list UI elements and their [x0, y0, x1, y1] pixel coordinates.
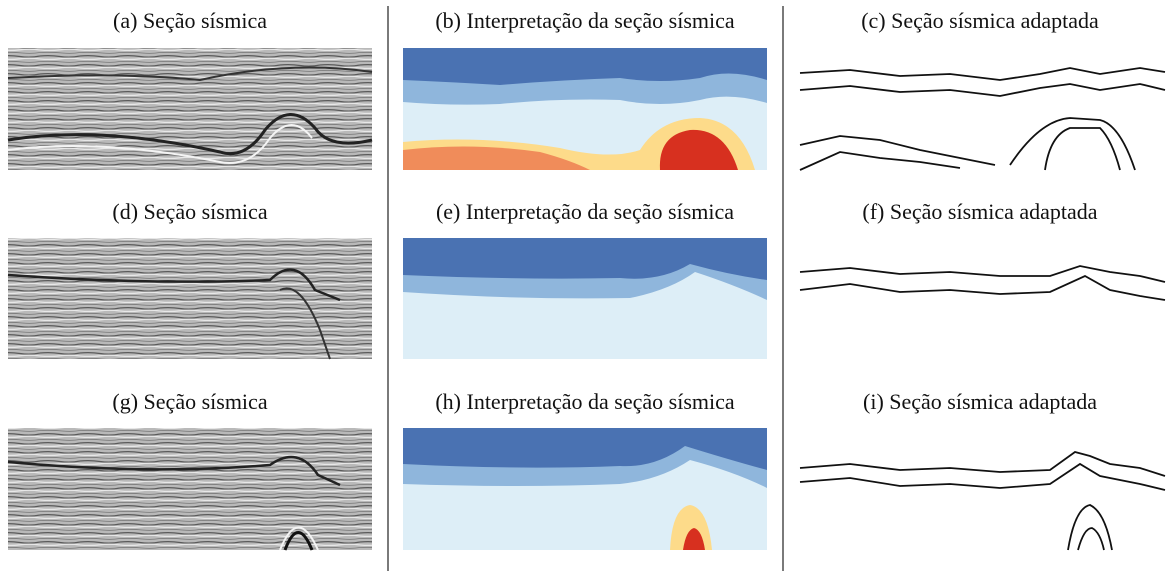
- figure: (a) Seção sísmica (b) Interpretação da s…: [0, 0, 1169, 571]
- caption: (h) Interpretação da seção sísmica: [435, 389, 735, 414]
- caption: (e) Interpretação da seção sísmica: [436, 199, 734, 224]
- adapted-image: [800, 266, 1165, 300]
- caption: (i) Seção sísmica adaptada: [863, 389, 1097, 414]
- caption: (a) Seção sísmica: [113, 8, 267, 33]
- caption: (g) Seção sísmica: [112, 389, 267, 414]
- seismic-image: [8, 48, 372, 170]
- interpretation-image: [403, 238, 767, 359]
- adapted-image: [800, 68, 1165, 170]
- caption: (b) Interpretação da seção sísmica: [435, 8, 735, 33]
- adapted-image: [800, 452, 1165, 550]
- caption: (d) Seção sísmica: [112, 199, 267, 224]
- seismic-image: [8, 428, 372, 550]
- caption: (f) Seção sísmica adaptada: [862, 199, 1097, 224]
- seismic-image: [8, 238, 372, 359]
- interpretation-image: [403, 48, 767, 170]
- interpretation-image: [403, 428, 767, 550]
- caption: (c) Seção sísmica adaptada: [861, 8, 1099, 33]
